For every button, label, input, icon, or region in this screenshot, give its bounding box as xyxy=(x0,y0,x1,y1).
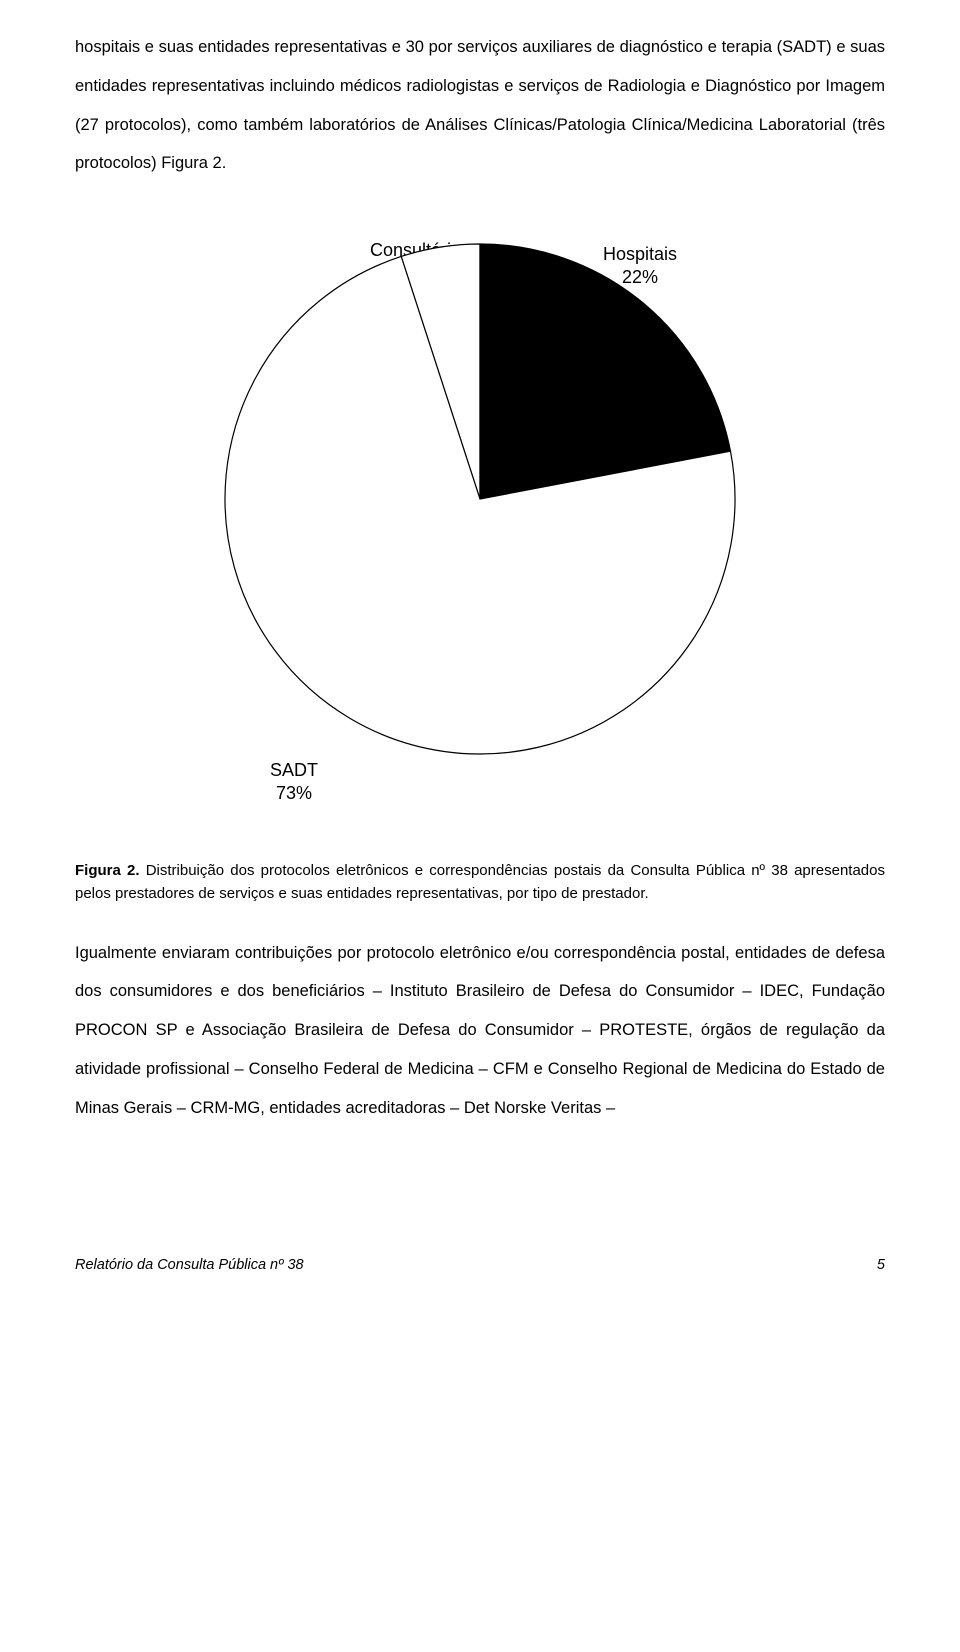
footer-right: 5 xyxy=(877,1257,885,1273)
paragraph-body: Igualmente enviaram contribuições por pr… xyxy=(75,934,885,1128)
figure-caption: Figura 2. Distribuição dos protocolos el… xyxy=(75,859,885,906)
figure-caption-text: Distribuição dos protocolos eletrônicos … xyxy=(75,862,885,902)
figure-caption-bold: Figura 2. xyxy=(75,862,140,879)
footer-left: Relatório da Consulta Pública nº 38 xyxy=(75,1257,304,1273)
pie-chart-figure: Consultórios 5% Hospitais 22% SADT 73% xyxy=(195,239,765,829)
paragraph-intro: hospitais e suas entidades representativ… xyxy=(75,28,885,183)
label-sadt: SADT 73% xyxy=(270,759,318,804)
page-footer: Relatório da Consulta Pública nº 38 5 xyxy=(75,1257,885,1273)
label-sadt-name: SADT xyxy=(270,760,318,780)
pie-chart xyxy=(220,239,740,759)
label-sadt-pct: 73% xyxy=(270,782,318,805)
